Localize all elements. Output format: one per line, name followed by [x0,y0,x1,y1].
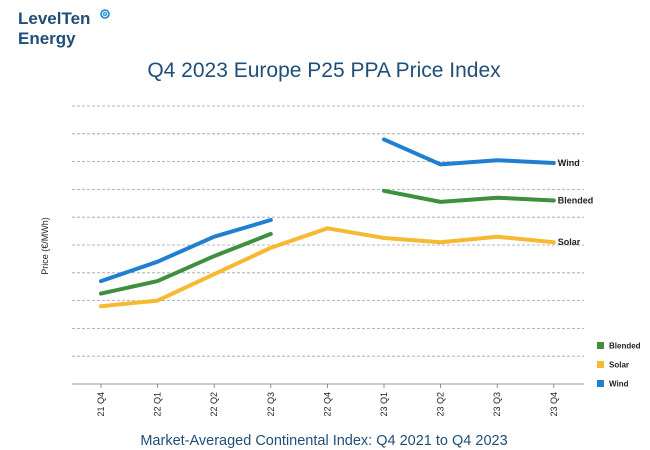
y-axis-label: Price (€/MWh) [40,217,50,275]
blended-legend-label: Blended [609,342,641,351]
blended-series-line [99,231,273,296]
solar-series-line [99,226,556,309]
chart-subtitle: Market-Averaged Continental Index: Q4 20… [140,433,507,449]
logo-line-1: LevelTen [18,9,90,28]
x-axis-ticks: 21 Q4 22 Q1 22 Q2 22 Q3 22 Q4 23 Q1 23 Q2 23 Q3… [96,384,559,417]
logo-line-2: Energy [18,29,76,48]
wind-legend-label: Wind [609,380,629,389]
x-tick-label: 22 Q2 [209,392,219,417]
wind-series-line [382,137,556,167]
company-logo: LevelTen Energy [18,9,110,48]
x-tick-label: 23 Q4 [549,392,559,417]
x-tick-label: 23 Q2 [436,392,446,417]
blended-end-label: Blended [558,196,594,206]
wind-swirl-icon [100,9,110,19]
solar-legend-label: Solar [609,361,629,370]
chart-title: Q4 2023 Europe P25 PPA Price Index [147,59,501,82]
legend: Blended Solar Wind [597,342,641,389]
x-tick-label: 22 Q4 [322,392,332,417]
x-tick-label: 22 Q3 [266,392,276,417]
series-lines [99,137,556,309]
wind-series-line [99,218,273,284]
gridlines [72,105,584,385]
solar-end-label: Solar [558,237,581,247]
x-tick-label: 22 Q1 [153,392,163,417]
blended-legend-swatch [597,342,604,349]
x-tick-label: 23 Q3 [492,392,502,417]
series-end-labels: Wind Blended Solar [558,158,594,247]
wind-legend-swatch [597,380,604,387]
x-tick-label: 21 Q4 [96,392,106,417]
solar-legend-swatch [597,361,604,368]
x-tick-label: 23 Q1 [379,392,389,417]
wind-end-label: Wind [558,158,580,168]
blended-series-line [382,188,556,204]
